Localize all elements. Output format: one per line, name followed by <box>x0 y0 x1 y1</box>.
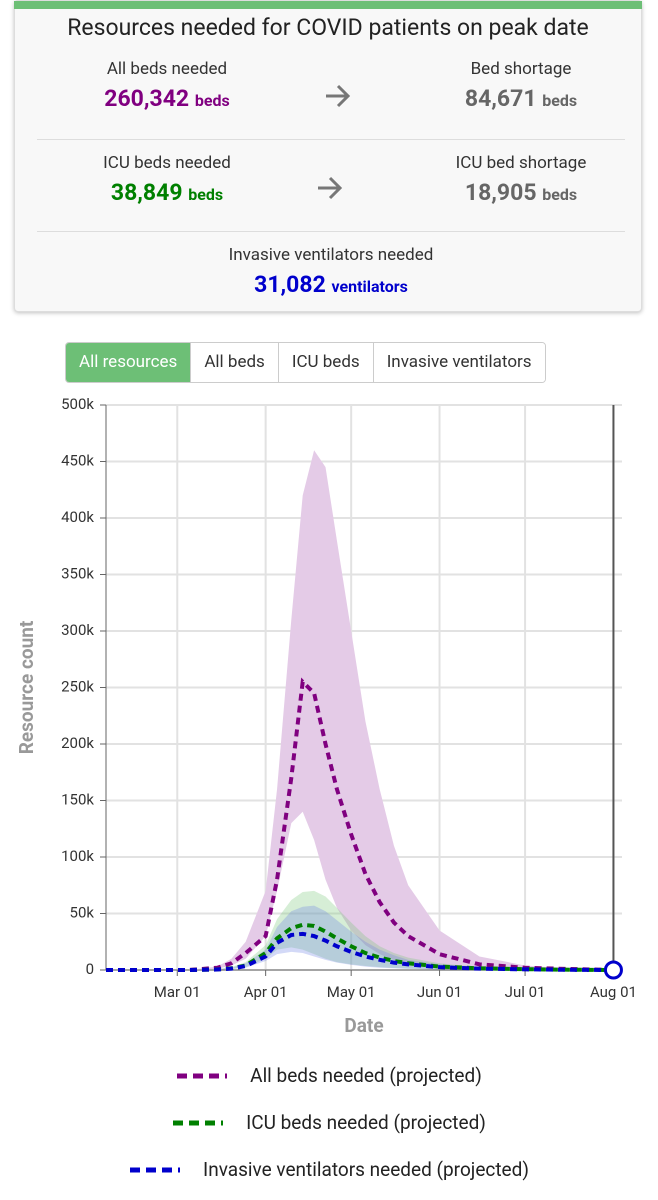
y-axis-label: Resource count <box>15 620 38 754</box>
tab[interactable]: Invasive ventilators <box>373 343 545 382</box>
line <box>106 677 614 972</box>
legend-label: All beds needed (projected) <box>250 1064 482 1087</box>
arrow-icon <box>318 176 343 200</box>
stat-number: 84,671 <box>464 85 537 112</box>
legend: All beds needed (projected) ICU beds need… <box>0 1052 658 1193</box>
legend-swatch <box>130 1167 181 1172</box>
y-tick-label: 200k <box>61 734 94 752</box>
stat-label: ICU beds needed <box>103 153 231 173</box>
legend-label: Invasive ventilators needed (projected) <box>203 1158 529 1181</box>
accent-strip <box>14 1 642 9</box>
x-tick-label: Mar 01 <box>154 983 201 1001</box>
band <box>106 450 614 970</box>
tab-bar: All resources All beds ICU beds Invasive ve… <box>65 342 546 383</box>
x-tick-label: Apr 01 <box>244 983 288 1001</box>
summary-card: Resources needed for COVID patients on p… <box>14 0 642 312</box>
y-tick-label: 500k <box>61 395 94 413</box>
legend-swatch <box>173 1120 224 1125</box>
stat-label: ICU bed shortage <box>455 153 587 173</box>
x-tick-label: Aug 01 <box>590 983 637 1001</box>
stat-label: Invasive ventilators needed <box>228 245 434 265</box>
y-tick-label: 100k <box>61 847 94 865</box>
stat-label: Bed shortage <box>470 59 572 79</box>
y-tick-label: 0 <box>86 960 94 978</box>
y-tick-label: 50k <box>70 903 95 921</box>
y-tick-label: 450k <box>61 451 94 469</box>
line <box>106 922 614 972</box>
y-tick-label: 150k <box>61 790 94 808</box>
arrow-icon <box>326 84 351 108</box>
stat-label: All beds needed <box>106 59 228 79</box>
y-tick-label: 400k <box>61 508 94 526</box>
stat-unit: beds <box>194 91 230 110</box>
stat-number: 260,342 <box>104 85 190 112</box>
stat-unit: beds <box>188 185 224 204</box>
legend-swatch <box>177 1073 228 1078</box>
x-tick-label: Jun 01 <box>417 983 462 1001</box>
stat-unit: beds <box>542 185 578 204</box>
chart: 0 50k 100k 150k 200k 250k 300k 350k 400k 450k 500k… <box>15 395 637 1037</box>
stat-unit: beds <box>542 91 578 110</box>
legend-item: Invasive ventilators needed (projected) <box>0 1146 658 1193</box>
tab[interactable]: All resources <box>66 343 192 382</box>
y-tick-label: 350k <box>61 564 94 582</box>
stat-value: 31,082 ventilators <box>37 271 625 298</box>
end-marker <box>603 960 623 980</box>
tab[interactable]: All beds <box>191 343 279 382</box>
stat: ICU bed shortage 18,905 beds <box>391 153 651 206</box>
stat: Invasive ventilators needed 31,082 venti… <box>37 245 625 298</box>
stat: ICU beds needed 38,849 beds <box>37 153 297 206</box>
legend-label: ICU beds needed (projected) <box>246 1111 486 1134</box>
stat-value: 38,849 beds <box>37 179 297 206</box>
stat-value: 18,905 beds <box>391 179 651 206</box>
stat: All beds needed 260,342 beds <box>37 59 297 112</box>
stat-number: 31,082 <box>254 271 326 298</box>
x-tick-label: May 01 <box>327 983 376 1001</box>
stat-number: 38,849 <box>110 179 183 206</box>
stat: Bed shortage 84,671 beds <box>391 59 651 112</box>
x-tick-label: Jul 01 <box>505 983 546 1001</box>
stat-value: 84,671 beds <box>391 85 651 112</box>
x-axis-label: Date <box>344 1014 383 1037</box>
stat-value: 260,342 beds <box>37 85 297 112</box>
y-tick-label: 300k <box>61 621 94 639</box>
legend-item: ICU beds needed (projected) <box>0 1099 658 1146</box>
legend-item: All beds needed (projected) <box>0 1052 658 1099</box>
tab[interactable]: ICU beds <box>278 343 374 382</box>
y-tick-label: 250k <box>61 677 94 695</box>
summary-row: All beds needed 260,342 beds Bed shortag… <box>37 59 625 140</box>
band <box>106 905 614 970</box>
stat-unit: ventilators <box>331 277 408 296</box>
summary-row: ICU beds needed 38,849 beds ICU bed shor… <box>37 153 625 232</box>
summary-row: Invasive ventilators needed 31,082 venti… <box>37 245 625 305</box>
stat-number: 18,905 <box>464 179 537 206</box>
summary-title: Resources needed for COVID patients on p… <box>67 14 589 41</box>
